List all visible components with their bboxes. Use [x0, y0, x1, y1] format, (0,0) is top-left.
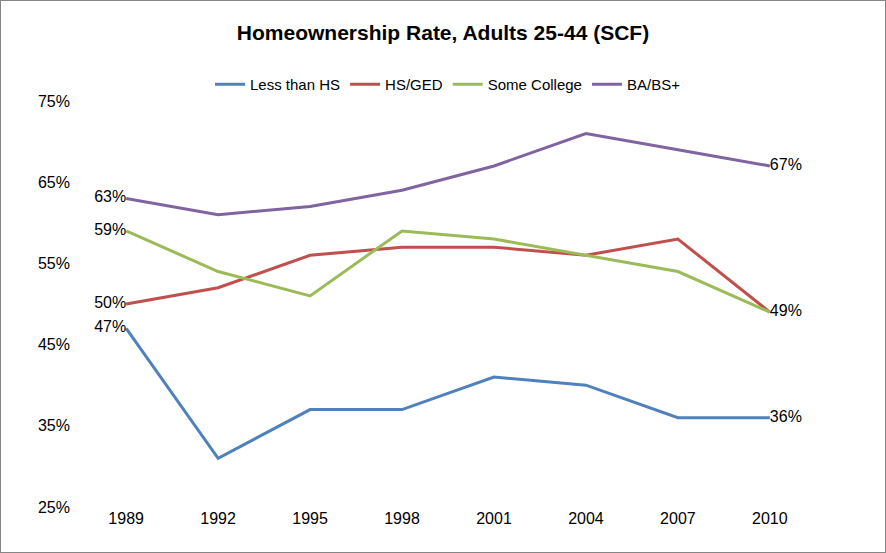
- svg-text:Some College: Some College: [488, 76, 582, 93]
- svg-text:2010: 2010: [752, 510, 788, 527]
- svg-text:1998: 1998: [384, 510, 420, 527]
- svg-text:50%: 50%: [94, 294, 126, 311]
- svg-text:75%: 75%: [38, 93, 70, 110]
- svg-text:2001: 2001: [476, 510, 512, 527]
- svg-text:35%: 35%: [38, 417, 70, 434]
- svg-text:BA/BS+: BA/BS+: [627, 76, 680, 93]
- svg-text:25%: 25%: [38, 499, 70, 516]
- svg-text:65%: 65%: [38, 174, 70, 191]
- svg-text:1995: 1995: [292, 510, 328, 527]
- svg-text:47%: 47%: [94, 318, 126, 335]
- svg-text:1992: 1992: [200, 510, 236, 527]
- svg-text:59%: 59%: [94, 221, 126, 238]
- svg-text:67%: 67%: [770, 156, 802, 173]
- svg-text:45%: 45%: [38, 336, 70, 353]
- svg-text:Less than HS: Less than HS: [250, 76, 340, 93]
- svg-text:49%: 49%: [770, 302, 802, 319]
- svg-text:2004: 2004: [568, 510, 604, 527]
- svg-text:2007: 2007: [660, 510, 696, 527]
- svg-text:36%: 36%: [770, 408, 802, 425]
- svg-text:1989: 1989: [108, 510, 144, 527]
- svg-text:55%: 55%: [38, 255, 70, 272]
- svg-text:HS/GED: HS/GED: [385, 76, 443, 93]
- svg-text:Homeownership Rate, Adults 25-: Homeownership Rate, Adults 25-44 (SCF): [237, 21, 649, 44]
- svg-text:63%: 63%: [94, 188, 126, 205]
